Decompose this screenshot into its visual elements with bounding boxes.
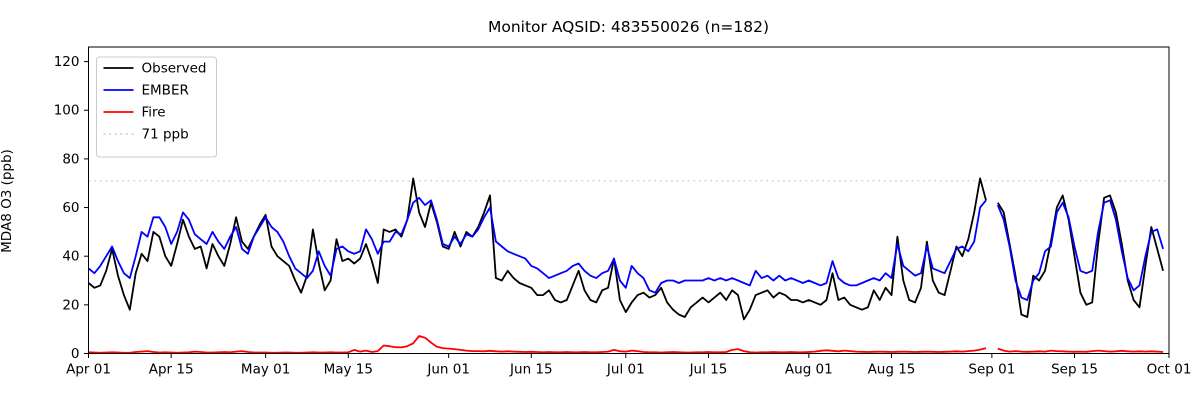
series-line-ember bbox=[87, 196, 987, 294]
y-tick-label: 20 bbox=[62, 297, 79, 313]
x-tick-label: Sep 01 bbox=[968, 362, 1015, 378]
legend-label: Observed bbox=[142, 61, 207, 77]
x-tick-label: Oct 01 bbox=[1147, 362, 1192, 378]
x-tick-label: Apr 01 bbox=[66, 362, 111, 378]
series-line-fire bbox=[997, 347, 1164, 353]
x-tick-label: Jun 15 bbox=[509, 362, 553, 378]
plot-frame bbox=[88, 46, 1170, 354]
y-tick-label: 60 bbox=[62, 200, 79, 216]
x-tick-label: May 01 bbox=[241, 362, 290, 378]
x-tick-label: May 15 bbox=[324, 362, 373, 378]
y-tick-label: 100 bbox=[54, 103, 80, 119]
x-tick-label: Sep 15 bbox=[1051, 362, 1098, 378]
y-tick-label: 120 bbox=[54, 54, 80, 70]
legend-label: EMBER bbox=[142, 83, 189, 99]
x-tick-label: Jul 01 bbox=[606, 362, 645, 378]
y-tick-label: 80 bbox=[62, 151, 79, 167]
x-tick-label: Jul 15 bbox=[689, 362, 728, 378]
legend-label: 71 ppb bbox=[142, 127, 189, 143]
x-tick-label: Aug 01 bbox=[785, 362, 833, 378]
y-tick-label: 40 bbox=[62, 249, 79, 265]
y-tick-label: 0 bbox=[71, 346, 80, 362]
series-line-fire bbox=[88, 335, 987, 354]
series-line-observed bbox=[87, 177, 987, 321]
legend-box bbox=[96, 56, 217, 158]
x-tick-label: Aug 15 bbox=[868, 362, 916, 378]
x-tick-label: Jun 01 bbox=[426, 362, 470, 378]
legend-label: Fire bbox=[142, 105, 166, 121]
chart-title: Monitor AQSID: 483550026 (n=182) bbox=[487, 18, 770, 36]
x-tick-label: Apr 15 bbox=[149, 362, 194, 378]
series-line-observed bbox=[997, 194, 1164, 318]
series-line-ember bbox=[996, 199, 1164, 301]
